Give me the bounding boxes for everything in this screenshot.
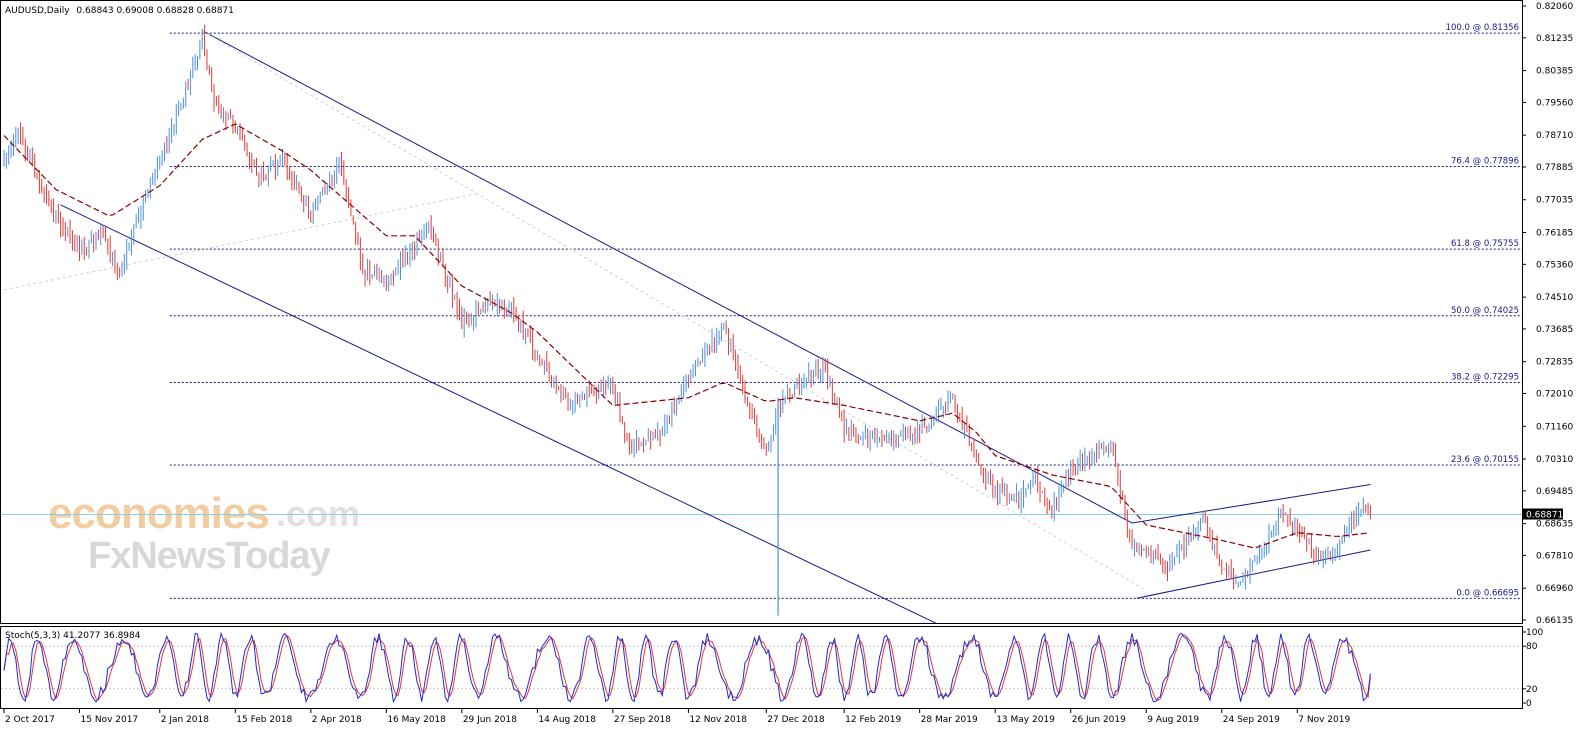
price-tick-label: 0.66135 [1536,616,1573,626]
time-tick-label: 13 May 2019 [996,715,1055,725]
time-tick-label: 14 Aug 2018 [538,715,596,725]
stoch-tick-label: 80 [1526,642,1538,652]
ohlc-values: 0.68843 0.69008 0.68828 0.68871 [76,6,233,16]
time-tick-label: 2 Oct 2017 [5,715,55,725]
price-panel[interactable] [0,0,1523,624]
current-price-marker: 0.68871 [1523,508,1563,521]
time-tick-label: 27 Dec 2018 [767,715,825,725]
watermark-dotcom: .com [276,493,360,534]
time-axis: 2 Oct 2017 15 Nov 2017 2 Jan 2018 15 Feb 20… [3,709,1350,725]
watermark-fxnewstoday: FxNewsToday [88,535,331,577]
current-price-value: 0.68871 [1526,511,1563,521]
price-tick-label: 0.70310 [1536,455,1573,465]
price-tick-label: 0.77035 [1536,196,1573,206]
price-tick-label: 0.80385 [1536,67,1573,77]
price-tick-label: 0.78710 [1536,131,1573,141]
price-tick-label: 0.72010 [1536,389,1573,399]
price-tick-label: 0.74510 [1536,293,1573,303]
fib-level-label: 61.8 @ 0.75755 [1451,239,1519,249]
time-tick-label: 7 Nov 2019 [1298,715,1350,725]
price-tick-label: 0.71160 [1536,422,1573,432]
stoch-tick-label: 100 [1526,628,1543,638]
stoch-tick-label: 20 [1526,685,1538,695]
stochastic-lines [1,631,1522,704]
stoch-tick-label: 0 [1526,699,1532,709]
rising-channel-upper [1132,483,1371,524]
price-tick-label: 0.68635 [1536,520,1573,530]
price-tick-label: 0.69485 [1536,487,1573,497]
price-tick-label: 0.67810 [1536,551,1573,561]
time-tick-label: 26 Jun 2019 [1072,715,1126,725]
fib-level-label: 76.4 @ 0.77896 [1451,157,1519,167]
time-tick-label: 9 Aug 2019 [1147,715,1199,725]
diagonal-guide-line [201,30,1147,591]
time-tick-label: 12 Nov 2018 [689,715,747,725]
trend-channel [3,30,1371,624]
stochastic-label: Stoch(5,3,3) 41.2077 36.8984 [5,631,141,641]
time-tick-label: 15 Nov 2017 [81,715,139,725]
price-axis: 0.82060 0.81235 0.80385 0.79560 0.78710 0.778… [1522,2,1573,709]
price-tick-label: 0.75360 [1536,260,1573,270]
stoch-signal-line [3,634,1371,701]
price-tick-label: 0.77885 [1536,163,1573,173]
watermark: economies .com FxNewsToday [48,489,360,577]
price-tick-label: 0.82060 [1536,2,1573,12]
watermark-economies: economies [48,489,269,538]
price-tick-label: 0.81235 [1536,34,1573,44]
price-tick-label: 0.72835 [1536,358,1573,368]
fib-level-label: 0.0 @ 0.66695 [1456,588,1519,598]
price-tick-label: 0.76185 [1536,229,1573,239]
time-tick-label: 2 Jan 2018 [161,715,209,725]
fib-level-label: 23.6 @ 0.70155 [1451,455,1519,465]
time-tick-label: 29 Jun 2018 [463,715,517,725]
fib-level-label: 38.2 @ 0.72295 [1451,372,1519,382]
time-tick-label: 12 Feb 2019 [845,715,901,725]
time-tick-label: 2 Apr 2018 [312,715,362,725]
symbol-label: AUDUSD,Daily 0.68843 0.69008 0.68828 0.6… [5,6,234,16]
support-trend-line [3,192,479,291]
channel-upper-line [202,30,1133,524]
price-tick-label: 0.79560 [1536,98,1573,108]
time-tick-label: 16 May 2018 [387,715,446,725]
price-tick-label: 0.73685 [1536,325,1573,335]
time-tick-label: 24 Sep 2019 [1223,715,1280,725]
fibonacci-levels: 100.0 @ 0.81356 76.4 @ 0.77896 61.8 @ 0.75… [1,23,1522,599]
stochastic-panel[interactable] [0,626,1523,709]
time-tick-label: 28 Mar 2019 [921,715,978,725]
moving-average [3,123,1369,549]
fib-level-label: 100.0 @ 0.81356 [1446,23,1519,33]
ma-line [3,123,1369,549]
time-tick-label: 15 Feb 2018 [236,715,292,725]
rising-channel-lower [1136,549,1371,599]
fib-level-label: 50.0 @ 0.74025 [1451,306,1519,316]
channel-lower-line [60,204,937,624]
symbol-name: AUDUSD,Daily [5,6,70,16]
stoch-main-line [3,631,1371,704]
time-tick-label: 27 Sep 2018 [614,715,671,725]
price-tick-label: 0.66960 [1536,584,1573,594]
